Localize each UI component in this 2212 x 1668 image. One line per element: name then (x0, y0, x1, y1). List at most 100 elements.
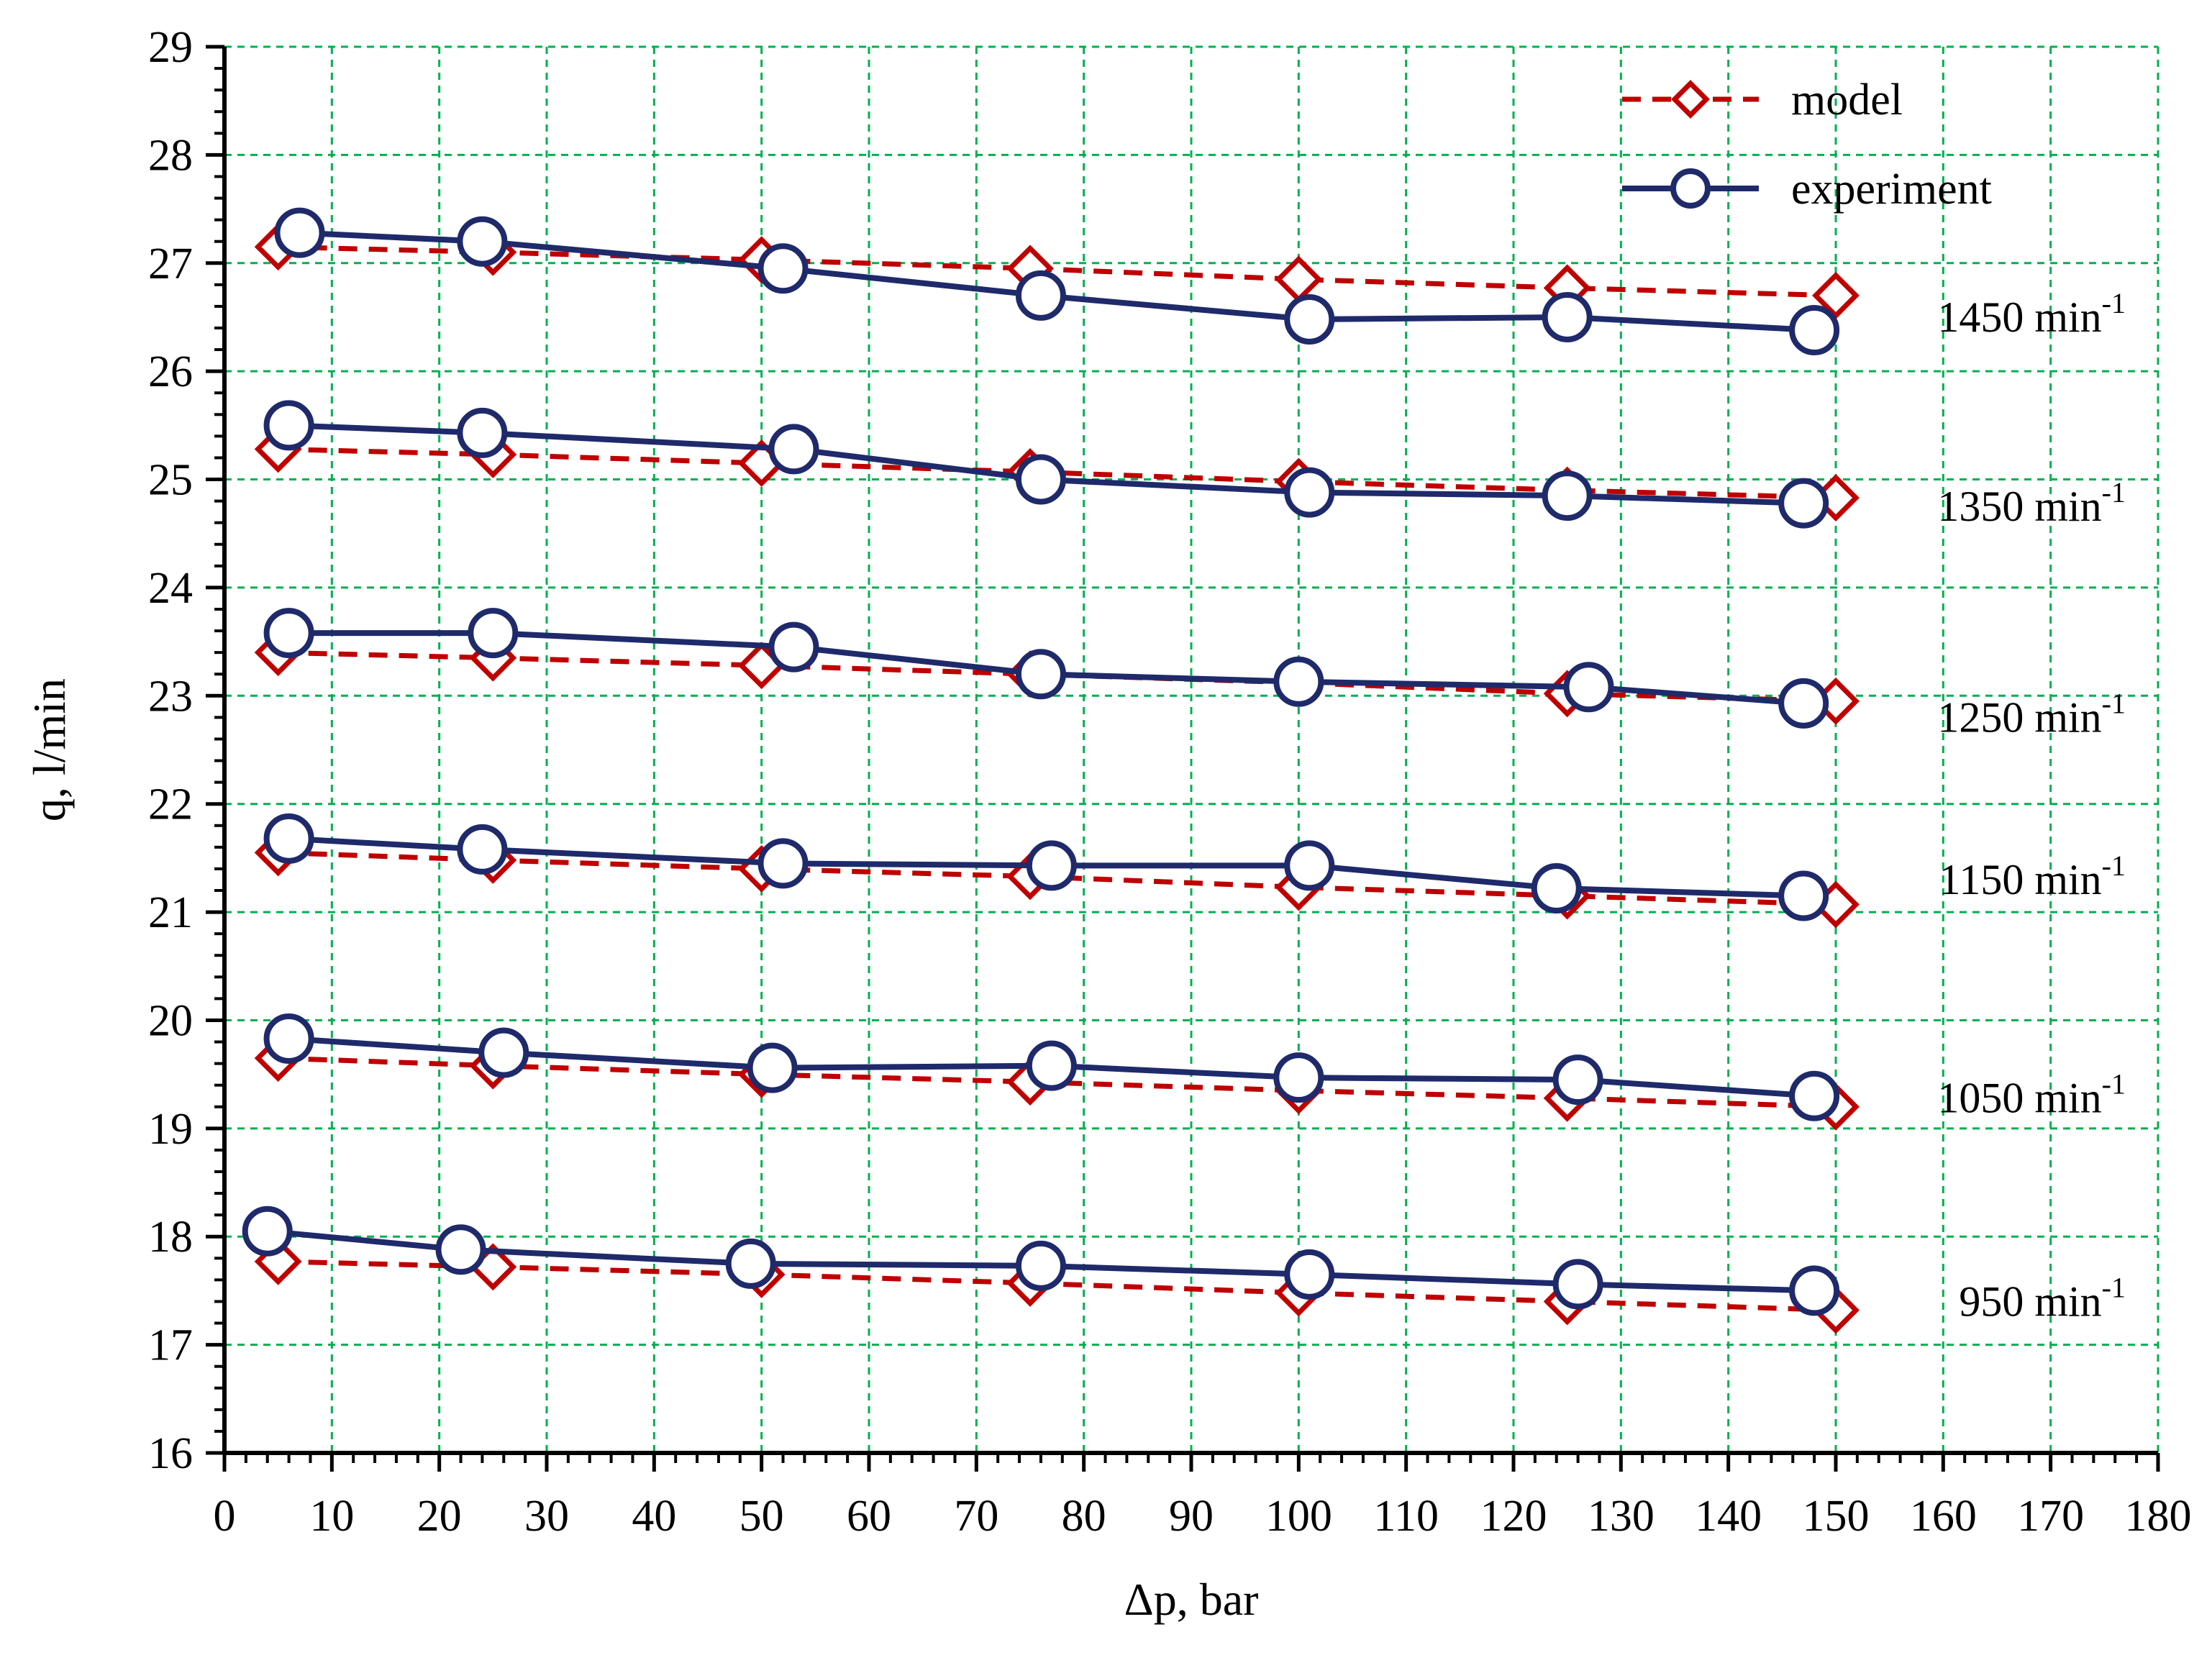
experiment-point (457, 407, 508, 458)
experiment-point (263, 813, 314, 864)
y-tick-label: 23 (148, 672, 193, 721)
experiment-point (1015, 270, 1066, 321)
y-tick-label: 19 (148, 1105, 193, 1154)
speed-label: 1350 min-1 (1937, 476, 2126, 530)
x-tick-label: 60 (847, 1492, 891, 1541)
y-tick-label: 20 (148, 996, 193, 1045)
experiment-point (478, 1027, 529, 1078)
x-tick-label: 90 (1169, 1492, 1214, 1541)
experiment-point (757, 838, 809, 889)
experiment-point (468, 608, 519, 659)
experiment-point (1778, 870, 1829, 921)
x-tick-label: 10 (309, 1492, 354, 1541)
speed-label: 1050 min-1 (1937, 1068, 2126, 1122)
x-axis-title: Δp, bar (1124, 1574, 1259, 1625)
experiment-point (1789, 305, 1840, 356)
experiment-point (1789, 1265, 1840, 1316)
x-tick-label: 80 (1062, 1492, 1106, 1541)
legend-experiment-marker (1670, 168, 1711, 209)
tick-labels: 16 17 18 19 20 21 22 23 24 25 26 27 28 29 0 10 20 30 40 50 6… (148, 23, 2192, 1541)
y-tick-label: 21 (148, 888, 193, 937)
experiment-point (263, 400, 314, 451)
experiment-point (435, 1224, 486, 1275)
experiment-point (263, 608, 314, 659)
y-tick-label: 18 (148, 1213, 193, 1262)
x-tick-label: 20 (417, 1492, 462, 1541)
experiment-point (1015, 454, 1066, 505)
axes (206, 45, 2160, 1472)
legend-model-marker (1671, 80, 1710, 119)
speed-label: 950 min-1 (1959, 1271, 2126, 1325)
experiment-point (1026, 840, 1077, 891)
x-tick-label: 150 (1803, 1492, 1870, 1541)
legend-experiment-label: experiment (1791, 165, 1992, 214)
series (242, 207, 1860, 1334)
experiment-point (1563, 662, 1614, 713)
experiment-point (1015, 649, 1066, 700)
experiment-point (1015, 1240, 1066, 1291)
experiment-point (768, 621, 819, 673)
x-tick-label: 70 (954, 1492, 998, 1541)
experiment-point (457, 216, 508, 267)
legend-model-label: model (1791, 76, 1903, 124)
speed-group-2 (254, 608, 1860, 729)
experiment-point (1026, 1040, 1077, 1091)
x-tick-label: 130 (1588, 1492, 1655, 1541)
experiment-point (1552, 1259, 1603, 1310)
speed-group-5 (242, 1206, 1860, 1334)
speed-group-1 (254, 400, 1860, 529)
y-tick-label: 25 (148, 456, 193, 505)
x-tick-label: 140 (1695, 1492, 1762, 1541)
speed-group-3 (254, 813, 1860, 929)
x-tick-label: 120 (1480, 1492, 1547, 1541)
experiment-point (1778, 678, 1829, 729)
x-tick-label: 50 (739, 1492, 784, 1541)
experiment-point (1284, 840, 1335, 891)
experiment-point (1284, 293, 1335, 345)
speed-group-4 (254, 1013, 1860, 1131)
y-tick-label: 27 (148, 240, 193, 288)
model-point (1812, 271, 1860, 319)
speed-label: 1150 min-1 (1939, 849, 2126, 903)
experiment-point (1284, 467, 1335, 518)
experiment-point (1273, 1052, 1324, 1103)
x-tick-label: 170 (2017, 1492, 2084, 1541)
experiment-point (1552, 1054, 1603, 1106)
experiment-point (1542, 470, 1593, 521)
y-tick-label: 28 (148, 131, 193, 180)
x-tick-label: 30 (524, 1492, 569, 1541)
experiment-point (757, 243, 809, 294)
y-tick-label: 24 (148, 564, 193, 613)
experiment-point (747, 1042, 798, 1093)
experiment-point (1778, 478, 1829, 529)
experiment-point (725, 1238, 776, 1289)
experiment-point (768, 424, 819, 475)
experiment-point (274, 207, 325, 258)
x-tick-label: 160 (1910, 1492, 1977, 1541)
experiment-point (1273, 656, 1324, 707)
speed-group-0 (254, 207, 1860, 356)
speed-label: 1450 min-1 (1937, 287, 2126, 341)
experiment-point (457, 824, 508, 875)
experiment-point (263, 1013, 314, 1065)
experiment-point (1542, 291, 1593, 342)
rpm-labels: 1450 min-1 1350 min-1 1250 min-1 1150 min-1… (1937, 287, 2126, 1326)
experiment-point (1531, 862, 1582, 913)
x-tick-label: 40 (632, 1492, 676, 1541)
speed-label: 1250 min-1 (1937, 687, 2126, 741)
y-tick-label: 16 (148, 1429, 193, 1478)
experiment-point (242, 1206, 293, 1257)
x-tick-label: 110 (1373, 1492, 1439, 1541)
y-tick-label: 22 (148, 780, 193, 829)
legend: model experiment (1622, 76, 1992, 214)
experiment-point (1284, 1249, 1335, 1300)
x-tick-label: 180 (2125, 1492, 2192, 1541)
y-tick-label: 26 (148, 347, 193, 396)
y-tick-label: 29 (148, 23, 193, 72)
x-tick-label: 100 (1265, 1492, 1332, 1541)
y-axis-title: q, l/min (24, 678, 75, 821)
x-tick-label: 0 (214, 1492, 236, 1541)
y-tick-label: 17 (148, 1321, 193, 1370)
